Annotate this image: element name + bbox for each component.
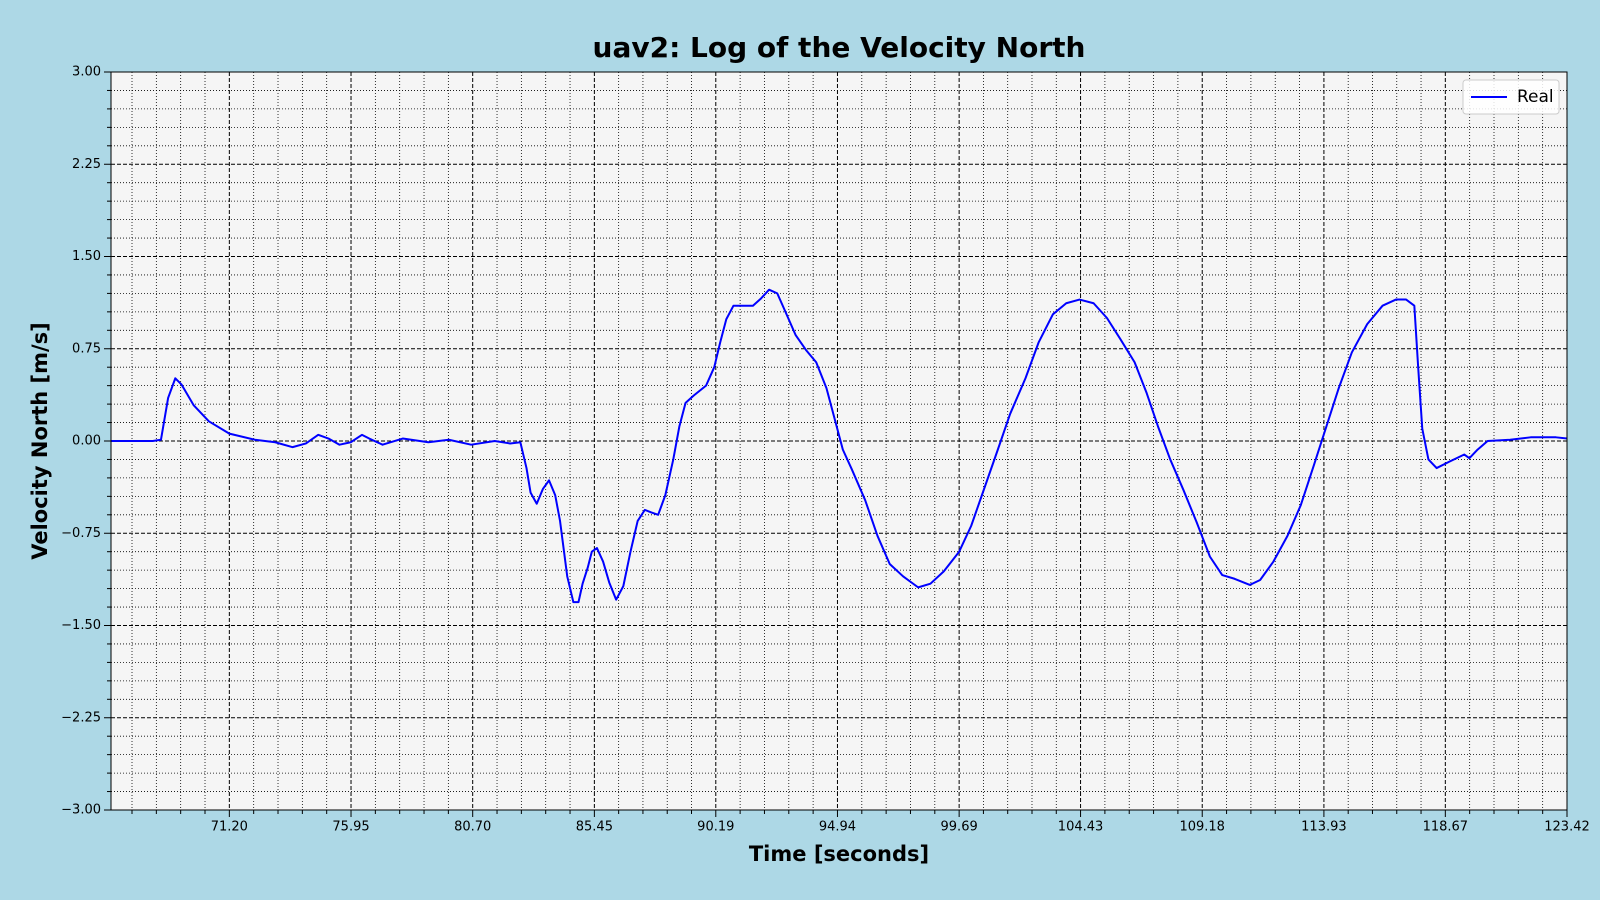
y-tick-label: 0.00	[72, 434, 101, 449]
y-tick-label: 0.75	[72, 341, 101, 356]
chart-title: uav2: Log of the Velocity North	[593, 31, 1086, 64]
x-axis-label: Time [seconds]	[749, 842, 929, 866]
y-tick-label: −0.75	[61, 526, 101, 541]
x-tick-label: 75.95	[332, 820, 369, 835]
x-tick-label: 109.18	[1179, 820, 1225, 835]
x-tick-label: 85.45	[576, 820, 613, 835]
x-tick-label: 80.70	[454, 820, 491, 835]
series-line	[111, 288, 1568, 604]
x-tick-label: 118.67	[1423, 820, 1469, 835]
y-tick-label: −1.50	[61, 618, 101, 633]
y-tick-label: −2.25	[61, 710, 101, 725]
x-tick-label: 71.20	[211, 820, 248, 835]
x-tick-label: 90.19	[697, 820, 734, 835]
legend: Real	[1462, 79, 1560, 115]
y-tick-label: 3.00	[72, 65, 101, 80]
x-tick-label: 123.42	[1544, 820, 1590, 835]
x-tick-label: 113.93	[1301, 820, 1347, 835]
x-tick-label: 104.43	[1058, 820, 1104, 835]
ticks: 71.20 75.95 80.70 85.45 90.19 94.94 99.69 104.4…	[61, 65, 1590, 835]
legend-label: Real	[1517, 87, 1554, 107]
y-tick-label: −3.00	[61, 803, 101, 818]
y-tick-label: 2.25	[72, 157, 101, 172]
y-tick-label: 1.50	[72, 249, 101, 264]
legend-box	[1462, 79, 1560, 115]
y-axis-label: Velocity North [m/s]	[28, 322, 52, 560]
x-tick-label: 99.69	[941, 820, 978, 835]
series-layer	[111, 288, 1568, 604]
x-tick-label: 94.94	[819, 820, 856, 835]
